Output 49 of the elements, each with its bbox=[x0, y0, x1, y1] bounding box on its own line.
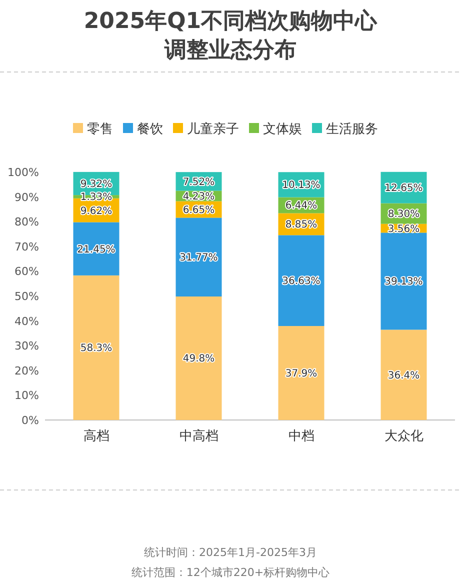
data-label: 10.13% bbox=[282, 180, 320, 192]
bar bbox=[176, 218, 222, 296]
data-label: 6.44% bbox=[285, 200, 318, 212]
x-tick-label: 大众化 bbox=[384, 429, 424, 444]
data-label: 37.9% bbox=[285, 368, 318, 380]
x-tick-label: 中高档 bbox=[179, 428, 218, 444]
data-label: 9.62% bbox=[80, 206, 112, 217]
text: 统计范围：12个城市220+标杆购物中心 bbox=[131, 566, 330, 579]
legend-label: 生活服务 bbox=[326, 122, 378, 137]
data-label: 9.32% bbox=[80, 179, 112, 190]
data-label: 21.45% bbox=[77, 244, 116, 256]
data-label: 3.56% bbox=[388, 224, 420, 235]
title: 2025年Q1不同档次购物中心调整业态分布 bbox=[84, 9, 378, 63]
data-label: 4.23% bbox=[182, 191, 215, 202]
data-label: 8.30% bbox=[388, 209, 420, 220]
data-label: 49.8% bbox=[182, 354, 215, 365]
y-tick-label: 60% bbox=[14, 265, 39, 278]
data-label: 31.77% bbox=[180, 252, 218, 264]
y-tick-label: 100% bbox=[8, 166, 39, 179]
bar bbox=[380, 232, 427, 330]
y-tick-label: 0% bbox=[22, 414, 39, 427]
data-label: 12.65% bbox=[384, 183, 423, 194]
y-tick-label: 80% bbox=[14, 216, 39, 229]
bar bbox=[380, 330, 427, 420]
data-label: 8.85% bbox=[285, 220, 318, 231]
bar bbox=[278, 235, 324, 326]
data-label: 6.65% bbox=[182, 204, 215, 216]
bar bbox=[176, 296, 222, 420]
y-tick-label: 30% bbox=[14, 340, 39, 353]
bar bbox=[73, 275, 120, 420]
bar bbox=[278, 326, 324, 420]
legend-label: 零售 bbox=[87, 122, 113, 137]
y-tick-label: 90% bbox=[14, 190, 39, 204]
data-label: 36.63% bbox=[282, 276, 320, 288]
x-tick-label: 高档 bbox=[83, 428, 110, 444]
y-tick-label: 50% bbox=[14, 290, 39, 303]
y-tick-label: 20% bbox=[14, 364, 39, 378]
data-label: 58.3% bbox=[80, 343, 112, 354]
text: 统计时间：2025年1月-2025年3月 bbox=[144, 546, 317, 559]
legend-label: 文体娱 bbox=[263, 122, 302, 137]
y-tick-label: 40% bbox=[14, 314, 39, 328]
data-label: 39.13% bbox=[384, 276, 423, 288]
legend-label: 儿童亲子 bbox=[187, 121, 239, 137]
data-label: 7.52% bbox=[182, 176, 215, 188]
y-tick-label: 10% bbox=[14, 389, 39, 402]
x-tick-label: 中档 bbox=[288, 429, 314, 444]
y-tick-label: 70% bbox=[14, 240, 39, 254]
legend-label: 餐饮 bbox=[137, 122, 163, 137]
data-label: 36.4% bbox=[388, 370, 420, 382]
